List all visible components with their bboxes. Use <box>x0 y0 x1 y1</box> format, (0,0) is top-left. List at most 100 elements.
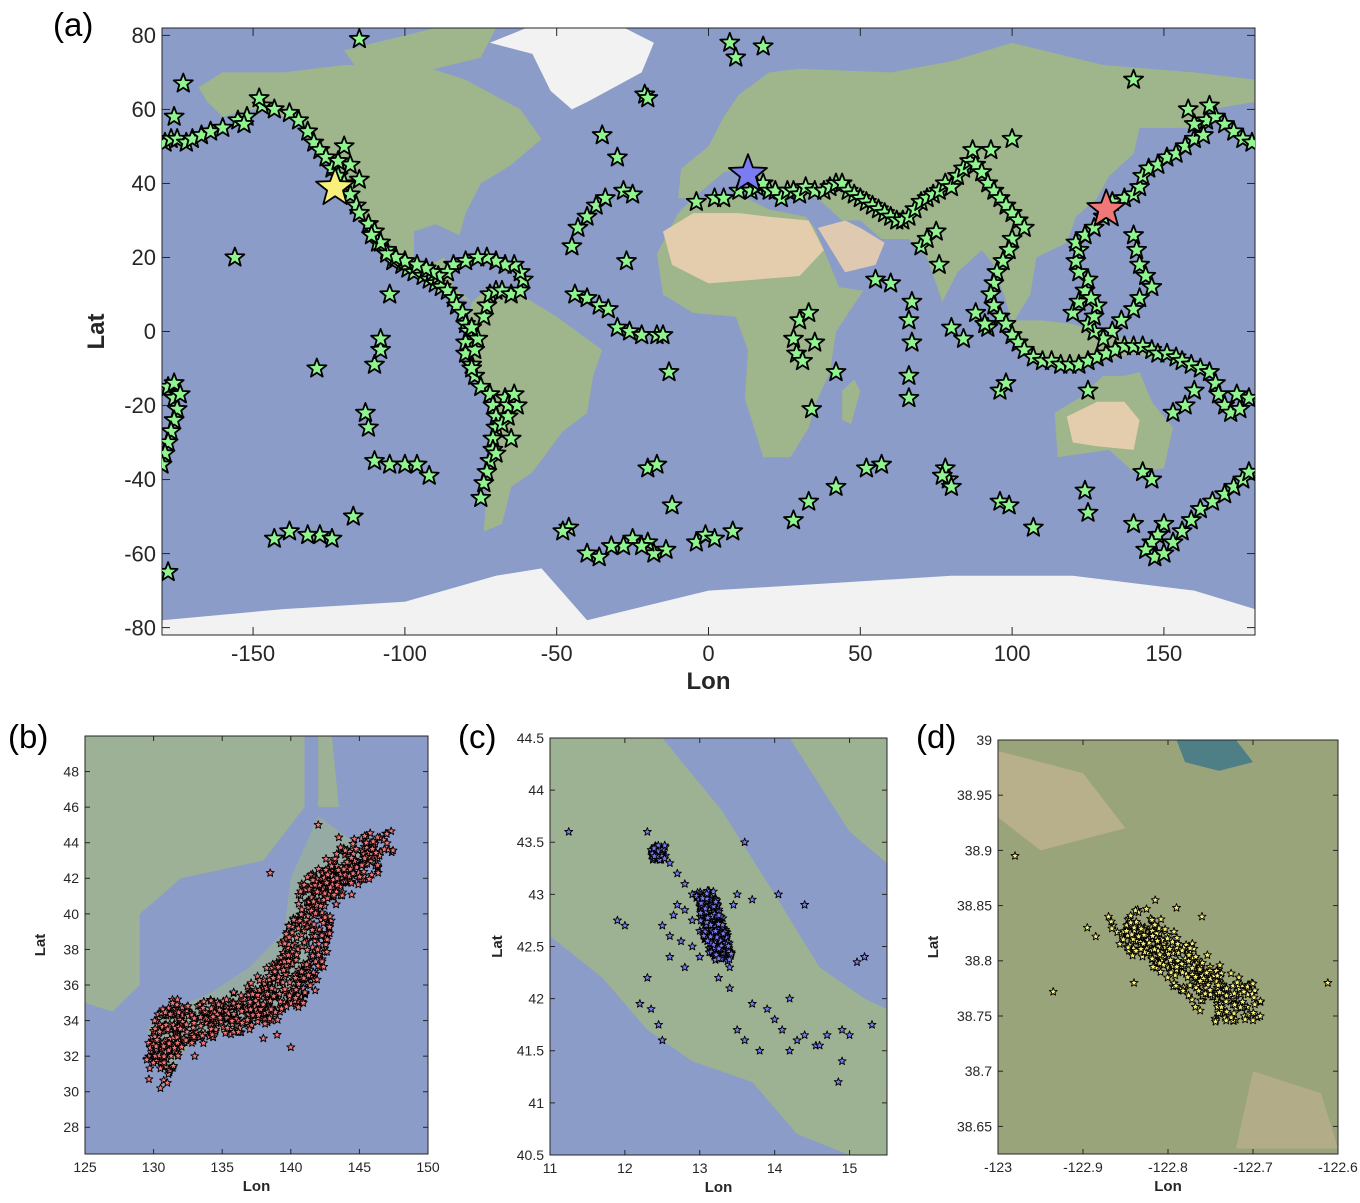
data-point <box>567 216 589 237</box>
data-point <box>461 357 483 378</box>
x-tick-label: 0 <box>702 641 714 666</box>
data-point <box>152 1035 162 1044</box>
data-point <box>1255 1011 1265 1021</box>
data-point <box>294 979 304 988</box>
data-point <box>197 1030 207 1040</box>
x-tick-label: -122.7 <box>1233 1159 1273 1175</box>
data-point <box>852 957 862 966</box>
data-point <box>1199 94 1220 115</box>
data-point <box>246 978 256 987</box>
data-point <box>382 838 392 848</box>
panel-d: (d) -123 -122.9 -122.8 -122.7 -122.6 38.65 38.… <box>910 712 1360 1203</box>
data-point <box>1200 988 1210 998</box>
data-point <box>322 947 332 956</box>
x-tick-label: 130 <box>142 1159 166 1175</box>
data-point <box>263 527 285 548</box>
data-point <box>1171 520 1193 541</box>
data-point <box>1127 929 1137 939</box>
data-point <box>607 316 628 337</box>
data-point <box>1074 479 1096 500</box>
data-point <box>183 1001 193 1010</box>
data-point <box>320 888 330 898</box>
data-point <box>901 331 923 352</box>
data-point <box>1178 986 1188 995</box>
data-point <box>321 854 331 863</box>
y-tick-label: 38.8 <box>965 953 992 969</box>
data-point <box>1169 927 1179 936</box>
data-point <box>206 1024 216 1033</box>
data-point <box>1126 239 1147 260</box>
data-point <box>312 887 322 896</box>
data-point <box>325 922 335 931</box>
data-point <box>364 353 385 374</box>
data-point <box>455 250 477 271</box>
data-point <box>1191 952 1201 961</box>
data-point <box>367 870 377 879</box>
data-point <box>1199 361 1220 382</box>
data-point <box>160 1007 170 1017</box>
data-point <box>1150 895 1160 904</box>
data-point <box>709 901 719 911</box>
data-point <box>1150 920 1160 929</box>
data-point <box>657 1035 667 1045</box>
data-point <box>672 900 682 909</box>
data-point <box>1185 980 1195 990</box>
data-point <box>687 915 697 925</box>
data-point <box>1238 997 1248 1006</box>
data-point <box>161 1020 171 1029</box>
y-tick-label: 44.5 <box>517 730 544 746</box>
data-point <box>195 1012 205 1022</box>
data-point <box>360 831 370 840</box>
data-points <box>162 28 1255 582</box>
data-point <box>233 1027 243 1036</box>
data-point <box>364 874 374 883</box>
y-tick-label: 42 <box>528 991 544 1007</box>
data-points <box>1010 851 1333 1026</box>
data-point <box>714 973 723 982</box>
data-point <box>224 1008 233 1018</box>
data-point <box>1177 945 1187 955</box>
data-point <box>665 952 675 961</box>
data-point <box>325 911 335 921</box>
data-point <box>1123 298 1144 319</box>
data-point <box>327 150 349 171</box>
data-point <box>619 320 640 341</box>
data-point <box>317 956 327 966</box>
data-point <box>1123 513 1144 533</box>
data-point <box>284 956 294 965</box>
data-point <box>301 915 311 924</box>
data-point <box>473 472 495 493</box>
data-point <box>792 350 813 371</box>
data-point <box>297 524 319 545</box>
data-point <box>1001 228 1023 249</box>
data-point <box>263 98 285 119</box>
data-point <box>747 894 757 904</box>
data-point <box>355 872 365 881</box>
data-point <box>311 908 321 918</box>
data-point <box>725 962 735 972</box>
data-point <box>173 994 182 1004</box>
data-point <box>272 1030 282 1039</box>
data-point <box>353 879 363 889</box>
data-point <box>144 1074 154 1084</box>
data-point <box>236 990 246 1000</box>
data-point <box>189 1013 199 1023</box>
data-point <box>1144 938 1154 947</box>
data-point <box>725 46 747 67</box>
data-point <box>685 191 707 211</box>
data-point <box>594 187 616 208</box>
y-tick-label: 41.5 <box>517 1043 544 1059</box>
data-point <box>845 1030 854 1039</box>
data-point <box>680 879 690 888</box>
data-point <box>552 520 574 541</box>
data-point <box>382 829 392 838</box>
data-point <box>233 113 255 134</box>
data-point <box>1255 996 1265 1006</box>
data-point <box>314 864 323 873</box>
data-point <box>1142 904 1151 913</box>
data-point <box>711 926 721 935</box>
asian-mainland <box>85 736 305 1012</box>
data-point <box>150 1015 160 1025</box>
y-tick-label: 42 <box>63 870 79 886</box>
data-point <box>953 327 974 348</box>
